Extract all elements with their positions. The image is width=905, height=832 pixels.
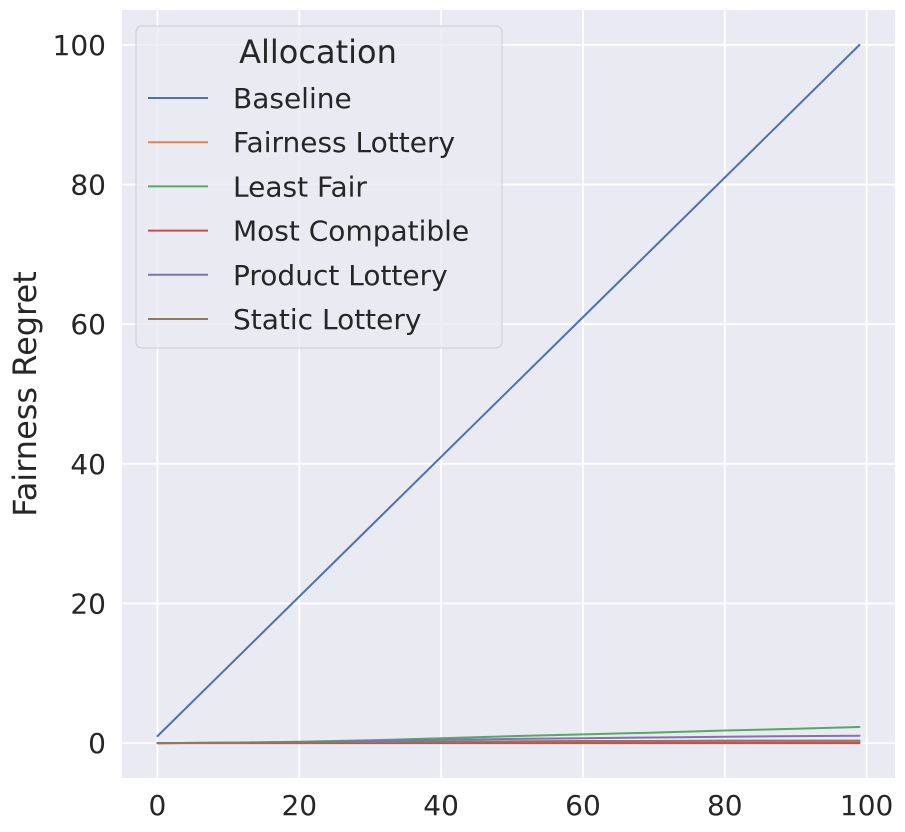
legend-label-baseline: Baseline (233, 82, 352, 115)
x-tick-label: 100 (840, 789, 893, 822)
legend-box (135, 25, 503, 349)
y-axis-label: Fairness Regret (6, 271, 44, 517)
y-tick-labels: 0 20 40 60 80 100 (53, 29, 106, 760)
x-tick-label: 40 (423, 789, 459, 822)
legend-items: Baseline Fairness Lottery Least Fair Most C… (148, 82, 469, 336)
legend-title: Allocation (239, 33, 397, 71)
y-tick-label: 100 (53, 29, 106, 62)
x-tick-label: 0 (149, 789, 167, 822)
x-tick-label: 20 (281, 789, 317, 822)
legend-label-fairness-lottery: Fairness Lottery (233, 126, 455, 159)
x-tick-label: 60 (565, 789, 601, 822)
y-tick-label: 20 (70, 587, 106, 620)
legend-label-least-fair: Least Fair (233, 170, 367, 203)
legend: Allocation Baseline Fairness Lottery Least… (135, 25, 503, 349)
x-tick-label: 80 (707, 789, 743, 822)
series-lines (156, 43, 861, 745)
legend-label-product-lottery: Product Lottery (233, 259, 448, 292)
y-tick-label: 0 (88, 727, 106, 760)
x-tick-labels: 0 20 40 60 80 100 (149, 789, 894, 822)
y-tick-label: 40 (70, 448, 106, 481)
legend-label-most-compatible: Most Compatible (233, 215, 469, 248)
y-tick-label: 60 (70, 308, 106, 341)
legend-label-static-lottery: Static Lottery (233, 303, 421, 336)
series-line-baseline (156, 43, 861, 738)
y-tick-label: 80 (70, 169, 106, 202)
series-line-static-lottery (156, 739, 861, 745)
